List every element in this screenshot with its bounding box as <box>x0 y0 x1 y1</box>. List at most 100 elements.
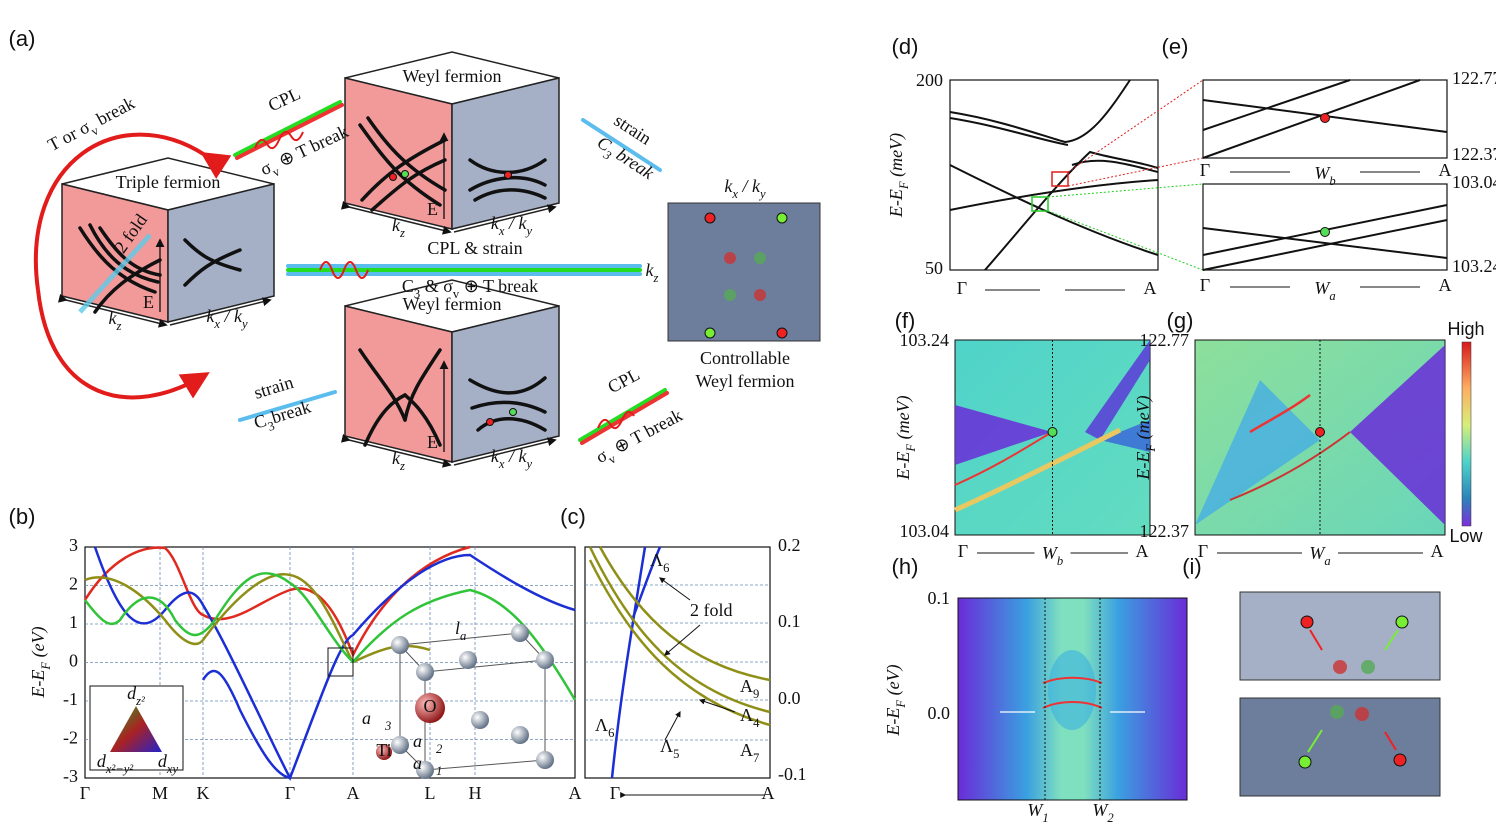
cube-title: Weyl fermion <box>402 66 501 86</box>
band-curve <box>403 393 442 447</box>
panel-label: (h) <box>892 554 919 579</box>
legend-label: dz² <box>127 683 145 708</box>
axis-arrow <box>169 297 272 326</box>
zoom-line <box>1047 210 1204 271</box>
label-part: W <box>1042 543 1059 563</box>
pointer <box>659 577 691 601</box>
weyl-point <box>1395 615 1409 629</box>
band-curve <box>473 188 547 202</box>
label-part: v <box>453 287 460 301</box>
label-part: F <box>1144 444 1158 453</box>
label-part: E-E <box>883 708 903 737</box>
label-part: W <box>1027 800 1044 820</box>
y-tick-label: 122.37 <box>1140 521 1190 541</box>
light-beam <box>235 103 344 160</box>
label-part: 6 <box>663 561 669 575</box>
x-tick-label: Γ <box>1198 541 1208 561</box>
label-part: break <box>89 93 138 132</box>
weyl-point <box>1315 427 1325 437</box>
x-tick-label: A <box>1431 541 1444 561</box>
label-part: break <box>494 276 538 296</box>
axis-arrow <box>340 200 452 235</box>
label-part: 1 <box>436 764 442 778</box>
x-tick-label: Γ <box>610 783 620 803</box>
band-curve <box>403 348 442 422</box>
weyl-point <box>509 408 517 416</box>
o-atom <box>415 693 445 723</box>
zoom-box <box>1031 196 1049 212</box>
label-part: break <box>269 397 313 428</box>
weyl-point-blur <box>754 252 766 264</box>
band-line <box>588 546 771 714</box>
spectral-line <box>954 431 1053 486</box>
label-part: x <box>498 224 505 238</box>
x-tick-label: A <box>762 783 775 803</box>
weyl-point-blur <box>1330 705 1344 719</box>
label-part: E-E <box>893 452 913 481</box>
lattice-label: la <box>455 618 466 643</box>
label-part: (meV) <box>893 395 914 443</box>
ti-atom <box>511 726 529 744</box>
light-beam <box>580 391 669 445</box>
label-part: (meV) <box>1133 395 1154 443</box>
y-tick-label: 1 <box>69 612 78 632</box>
y-tick-label: 122.37 <box>1452 144 1496 164</box>
band-line <box>93 546 576 782</box>
label-part: / <box>504 213 518 233</box>
label-part: Λ <box>660 736 673 756</box>
y-tick-label: 0.2 <box>778 535 801 555</box>
weyl-point <box>1047 427 1058 437</box>
heatmap-region <box>1195 380 1320 525</box>
ti-atom <box>391 636 409 654</box>
label-part: 3 <box>266 419 276 434</box>
weyl-point <box>1320 227 1330 237</box>
y-tick-label: 0.0 <box>778 688 801 708</box>
band-line <box>1071 159 1159 173</box>
label-part: T <box>483 276 494 296</box>
ti-atom <box>471 711 489 729</box>
panel-label: (d) <box>892 34 919 59</box>
label-part: k <box>491 446 500 466</box>
y-tick-label: 103.04 <box>1452 172 1496 192</box>
transition-arrow <box>36 289 210 400</box>
y-tick-label: 103.24 <box>1452 256 1496 276</box>
weyl-point <box>401 170 409 178</box>
axis-label: kz <box>109 308 122 333</box>
y-tick-label: 3 <box>69 535 78 555</box>
axis-label: E <box>427 199 438 219</box>
band-line <box>84 573 431 664</box>
x-tick-label: A <box>1439 275 1452 295</box>
y-tick-label: 0.1 <box>928 588 951 608</box>
spectral-line <box>1042 676 1103 684</box>
band-line <box>352 588 577 701</box>
x-tick-label: L <box>425 783 436 803</box>
band-line <box>83 545 471 659</box>
beam-label: CPL <box>604 364 643 397</box>
label-part: 2 <box>1107 811 1114 825</box>
band-line <box>949 117 1069 146</box>
label-part: F <box>904 444 918 453</box>
band-line <box>1202 219 1448 271</box>
label-part: x <box>731 187 738 201</box>
atom-label: Ti <box>376 740 391 760</box>
x-tick-label: W2 <box>1092 800 1114 825</box>
ti-atom <box>511 624 529 642</box>
band-line <box>630 546 662 621</box>
label-part: z <box>653 271 659 285</box>
weyl-point <box>1298 755 1312 769</box>
plot-frame <box>949 79 1159 271</box>
band-curve <box>93 258 162 314</box>
label-part: F <box>894 700 908 709</box>
label-part: / <box>738 176 752 196</box>
lattice-label: a⃗1 <box>413 753 442 778</box>
label-part: Λ <box>740 705 753 725</box>
x-tick-label: A <box>1136 541 1149 561</box>
ti-atom <box>416 663 434 681</box>
label-part: k <box>724 176 733 196</box>
band-curve <box>183 238 242 272</box>
label-part: 7 <box>753 751 759 765</box>
label-part: l <box>455 618 460 638</box>
label-part: z <box>399 459 405 473</box>
panel-label: (g) <box>1167 308 1194 333</box>
label-part: a <box>1324 554 1330 568</box>
